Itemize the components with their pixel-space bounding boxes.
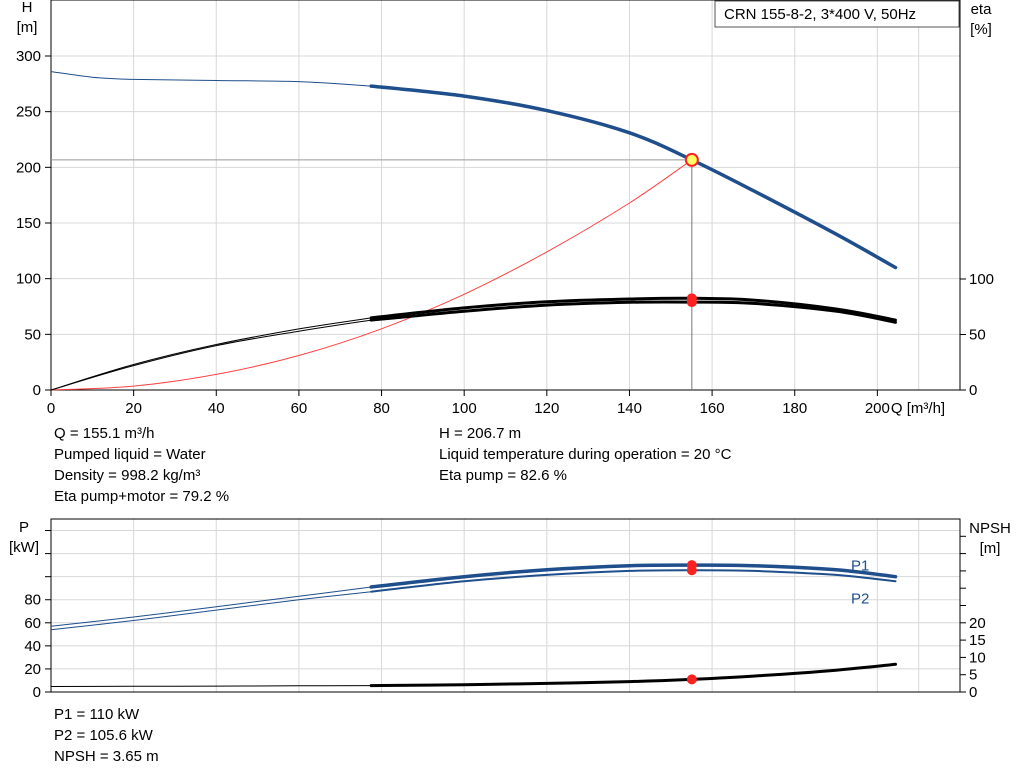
x-tick-label: 60	[291, 400, 308, 417]
p1-curve	[369, 563, 898, 589]
x-axis-label: Q [m³/h]	[891, 400, 945, 417]
info-bottom: P1 = 110 kW P2 = 105.6 kW NPSH = 3.65 m	[54, 704, 159, 767]
plot-frame	[50, 518, 961, 693]
x-tick-label: 20	[125, 400, 142, 417]
chart-title: CRN 155-8-2, 3*400 V, 50Hz	[724, 6, 916, 23]
x-tick-label: 200	[865, 400, 890, 417]
y2-axis-label: NPSH	[969, 520, 1011, 537]
info-density: Density = 998.2 kg/m³	[54, 467, 201, 484]
y2-tick-label: 10	[969, 649, 986, 666]
x-tick-label: 0	[47, 400, 55, 417]
eta-total-curve-thin	[50, 319, 372, 391]
info-npsh: NPSH = 3.65 m	[54, 748, 159, 765]
duty-point-marker	[684, 152, 699, 167]
head-curve-thin	[50, 71, 372, 87]
y-tick-label: 0	[33, 684, 41, 701]
y-tick-label: 150	[16, 215, 41, 232]
y2-tick-label: 5	[969, 667, 977, 684]
info-eta-total: Eta pump+motor = 79.2 %	[54, 488, 230, 505]
y2-tick-label: 20	[969, 615, 986, 632]
info-temperature: Liquid temperature during operation = 20…	[439, 446, 732, 463]
y2-axis-label: eta	[971, 1, 993, 18]
p2-curve-thin	[50, 591, 372, 631]
y2-axis-unit: [%]	[970, 21, 992, 38]
p1-label: P1	[851, 558, 869, 575]
y-tick-label: 200	[16, 159, 41, 176]
title-box	[714, 0, 960, 28]
y-axis-unit: [m]	[17, 19, 38, 36]
eta-total-marker	[686, 297, 697, 308]
y-tick-label: 60	[24, 615, 41, 632]
y2-tick-label: 0	[969, 684, 977, 701]
system-curve	[50, 159, 693, 391]
y2-tick-label: 50	[969, 327, 986, 344]
npsh-marker	[686, 674, 697, 685]
y-tick-label: 50	[24, 326, 41, 343]
eta-pump-curve	[369, 296, 897, 322]
x-tick-label: 100	[452, 400, 477, 417]
info-q: Q = 155.1 m³/h	[54, 425, 155, 442]
info-h: H = 206.7 m	[439, 425, 522, 442]
x-tick-label: 140	[617, 400, 642, 417]
y-tick-label: 300	[16, 48, 41, 65]
eta-pump-curve-thin	[50, 317, 372, 391]
y-tick-label: 0	[33, 382, 41, 399]
info-eta-pump: Eta pump = 82.6 %	[439, 467, 567, 484]
y-axis-label: H	[22, 0, 33, 16]
y2-tick-label: 100	[969, 271, 994, 288]
x-tick-label: 120	[534, 400, 559, 417]
p2-curve	[370, 569, 897, 593]
p2-marker	[686, 565, 697, 576]
y-tick-label: 40	[24, 638, 41, 655]
y2-tick-label: 15	[969, 632, 986, 649]
y-tick-label: 250	[16, 104, 41, 121]
info-top-right: H = 206.7 m Liquid temperature during op…	[439, 423, 731, 486]
info-p1: P1 = 110 kW	[54, 706, 140, 723]
x-tick-label: 160	[700, 400, 725, 417]
y-tick-label: 100	[16, 271, 41, 288]
p1-curve-thin	[50, 586, 372, 627]
plot-frame	[50, 0, 961, 391]
y-axis-unit: [kW]	[9, 539, 39, 556]
y-tick-label: 80	[24, 592, 41, 609]
npsh-curve	[369, 662, 897, 688]
info-liquid: Pumped liquid = Water	[54, 446, 206, 463]
head-curve	[369, 84, 898, 270]
y-tick-label: 20	[24, 661, 41, 678]
npsh-curve-thin	[50, 685, 372, 687]
x-tick-label: 180	[782, 400, 807, 417]
x-tick-label: 40	[208, 400, 225, 417]
info-p2: P2 = 105.6 kW	[54, 727, 153, 744]
upper-chart: 0 50 100 150 200 250 300 0 50 100 H [m] eta [%] 0 20 40 6…	[16, 0, 994, 417]
y2-axis-unit: [m]	[980, 540, 1001, 557]
x-tick-label: 80	[373, 400, 390, 417]
y2-tick-label: 0	[969, 382, 977, 399]
p2-label: P2	[851, 590, 869, 607]
info-top-left: Q = 155.1 m³/h Pumped liquid = Water Den…	[54, 423, 229, 507]
y-axis-label: P	[19, 519, 29, 536]
eta-total-curve	[369, 300, 897, 324]
